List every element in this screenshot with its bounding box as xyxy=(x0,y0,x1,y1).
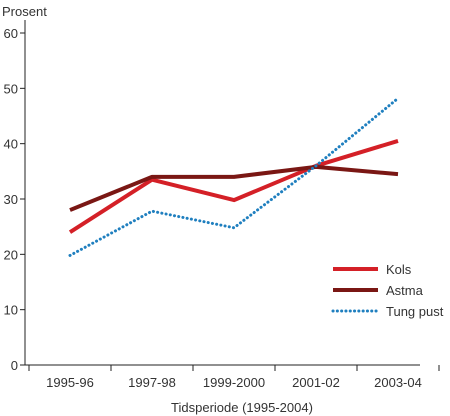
x-ticks: 1995-96 1997-98 1999-2000 2001-02 2003-04 xyxy=(28,365,440,390)
y-tick-label: 0 xyxy=(11,358,18,373)
x-tick-label: 1999-2000 xyxy=(203,375,265,390)
y-tick-label: 50 xyxy=(4,81,18,96)
legend: Kols Astma Tung pust xyxy=(331,262,444,319)
x-tick-label: 2001-02 xyxy=(292,375,340,390)
series-line-astma xyxy=(69,164,399,212)
series-line-kols xyxy=(68,138,399,234)
y-ticks: 0 10 20 30 40 50 60 xyxy=(4,26,25,373)
axes xyxy=(24,20,420,366)
x-tick-label: 1997-98 xyxy=(128,375,176,390)
series-line-tung-pust xyxy=(68,96,400,257)
x-tick-label: 2003-04 xyxy=(374,375,422,390)
y-tick-label: 30 xyxy=(4,192,18,207)
y-tick-label: 20 xyxy=(4,247,18,262)
series-group xyxy=(68,96,400,257)
y-tick-label: 10 xyxy=(4,303,18,318)
legend-label: Kols xyxy=(386,262,412,277)
y-tick-label: 60 xyxy=(4,26,18,41)
y-tick-label: 40 xyxy=(4,137,18,152)
x-tick-label: 1995-96 xyxy=(46,375,94,390)
y-axis-title: Prosent xyxy=(2,4,47,19)
legend-label: Astma xyxy=(386,283,424,298)
x-axis-title: Tidsperiode (1995-2004) xyxy=(171,400,313,415)
legend-label: Tung pust xyxy=(386,304,444,319)
